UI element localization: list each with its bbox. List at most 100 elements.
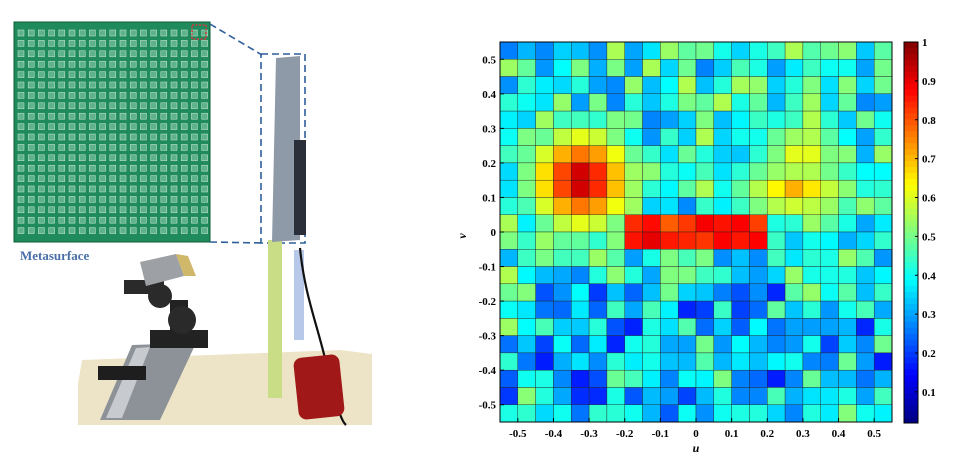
colorbar-segment — [904, 375, 918, 382]
unit-cell — [99, 71, 106, 78]
colorbar-segment — [904, 137, 918, 144]
unit-cell — [89, 216, 96, 224]
unit-cell — [140, 175, 147, 182]
heatmap-cell — [535, 352, 554, 371]
colorbar-segment — [904, 297, 918, 305]
heatmap-cell — [873, 179, 893, 198]
heatmap-cell — [642, 318, 661, 336]
unit-cell — [180, 112, 188, 120]
heatmap-cell — [731, 110, 750, 129]
heatmap-cell — [606, 369, 625, 388]
unit-cell — [160, 185, 168, 193]
heatmap-cell — [731, 387, 750, 405]
heatmap-cell — [749, 179, 768, 198]
heatmap-cell — [820, 128, 839, 146]
heatmap-cell — [767, 93, 786, 112]
unit-cell — [109, 206, 117, 214]
heatmap-cell — [695, 231, 715, 250]
unit-cell — [191, 144, 198, 151]
heatmap-cell — [660, 197, 679, 215]
unit-cell — [58, 60, 66, 68]
unit-cell — [58, 227, 66, 234]
unit-cell — [68, 227, 76, 234]
colorbar-segment — [904, 65, 918, 73]
heatmap-cell — [767, 162, 786, 181]
x-tick-label: -0.3 — [580, 428, 598, 440]
heatmap-cell — [499, 249, 519, 267]
heatmap-cell — [588, 128, 608, 146]
unit-cell — [140, 185, 147, 193]
colorbar-segment — [904, 303, 918, 311]
heatmap-cell — [624, 59, 643, 77]
y-axis-ticks: 0.5 0.4 0.3 0.2 0.1 0 -0.1 -0.2 -0.3 -0.4 -0.5 — [479, 54, 504, 412]
unit-cell — [201, 102, 208, 110]
heatmap-cell — [535, 197, 554, 215]
heatmap-cell — [624, 110, 643, 129]
heatmap-cell — [677, 231, 697, 250]
heatmap-cell — [517, 404, 536, 423]
unit-cell — [27, 60, 35, 68]
heatmap-cell — [856, 300, 875, 319]
x-tick-label: 0.1 — [725, 428, 739, 440]
heatmap-cell — [713, 300, 732, 319]
unit-cell — [109, 196, 117, 203]
unit-cell — [119, 227, 127, 234]
heatmap-cell — [642, 283, 661, 302]
heatmap-cell — [571, 76, 590, 95]
unit-cell — [58, 29, 66, 37]
heatmap-cell — [588, 369, 608, 388]
heatmap-cell — [695, 93, 715, 112]
unit-cell — [129, 112, 137, 120]
unit-cell — [129, 144, 137, 151]
y-tick-label: 0.2 — [482, 158, 496, 170]
unit-cell — [191, 29, 198, 37]
heatmap-cell — [588, 266, 608, 285]
heatmap-cell — [535, 162, 554, 181]
unit-cell — [140, 81, 147, 89]
unit-cell — [58, 71, 66, 78]
heatmap-cell — [499, 318, 519, 336]
heatmap-cell — [731, 162, 750, 181]
heatmap-cell — [571, 300, 590, 319]
unit-cell — [99, 164, 106, 172]
unit-cell — [129, 216, 137, 224]
heatmap-cell — [820, 59, 839, 77]
heatmap-cell — [535, 318, 554, 336]
colorbar-segment — [904, 339, 918, 347]
unit-cell — [170, 92, 178, 99]
heatmap-cell — [660, 283, 679, 302]
unit-cell — [140, 92, 147, 99]
unit-cell — [160, 81, 168, 89]
unit-cell — [119, 123, 127, 130]
heatmap-cell — [820, 300, 839, 319]
heatmap-cell — [767, 110, 786, 129]
heatmap-cell — [517, 145, 536, 164]
unit-cell — [89, 112, 96, 120]
unit-cell — [180, 40, 188, 47]
heatmap-cell — [677, 145, 697, 164]
heatmap-cell — [802, 197, 821, 215]
heatmap-cell — [802, 214, 821, 233]
heatmap-cell — [571, 110, 590, 129]
heatmap-cell — [731, 197, 750, 215]
unit-cell — [17, 60, 25, 68]
heatmap-cell — [535, 93, 554, 112]
unit-cell — [27, 133, 35, 141]
colorbar-segment — [904, 393, 918, 400]
heatmap-cell — [767, 387, 786, 405]
heatmap-cell — [802, 387, 821, 405]
unit-cell — [129, 40, 137, 47]
unit-cell — [68, 50, 76, 58]
unit-cell — [170, 196, 178, 203]
unit-cell — [58, 112, 66, 120]
heatmap-cell — [660, 93, 679, 112]
heatmap-cell — [838, 318, 857, 336]
heatmap-cell — [499, 266, 519, 285]
unit-cell — [48, 29, 55, 37]
heatmap-cell — [784, 231, 804, 250]
heatmap-cell — [535, 335, 554, 354]
heatmap-cell — [731, 128, 750, 146]
unit-cell — [17, 123, 25, 130]
heatmap-cell — [517, 231, 536, 250]
heatmap-cell — [499, 41, 519, 60]
